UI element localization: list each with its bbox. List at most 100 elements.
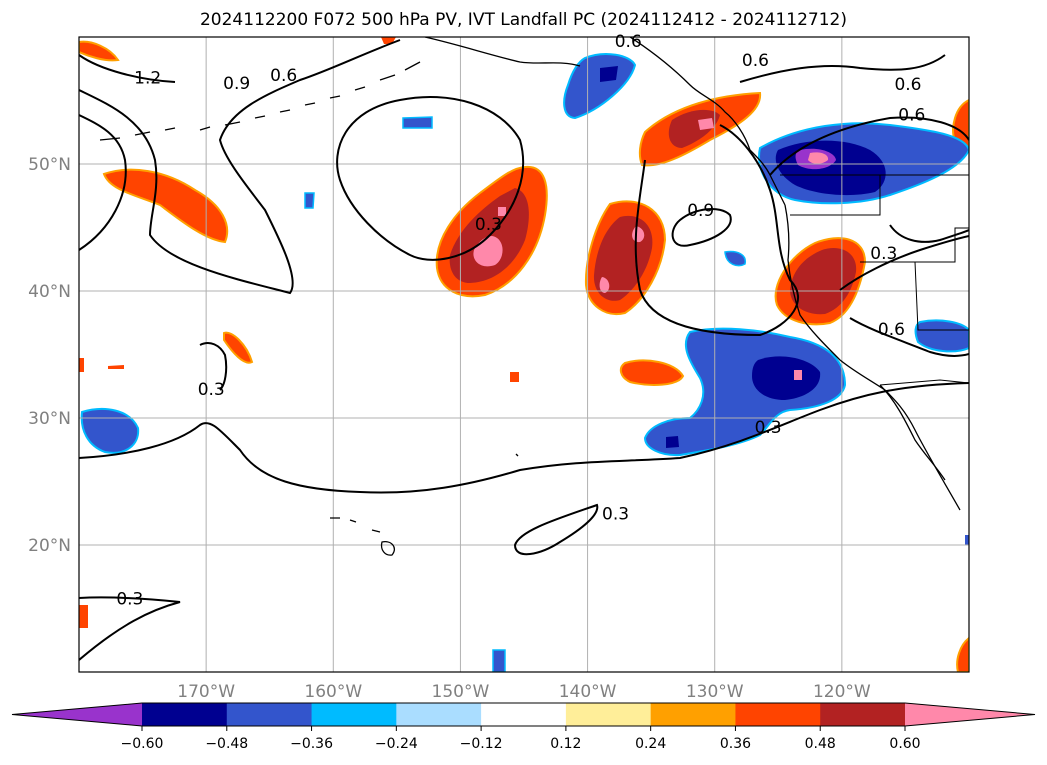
contour-label: 0.9 <box>687 201 714 221</box>
colorbar-swatch <box>142 703 228 726</box>
anomaly-blob <box>808 152 829 164</box>
anomaly-blob <box>563 53 637 120</box>
contour-line <box>889 224 969 243</box>
anomaly-blob <box>666 436 679 448</box>
anomaly-blob <box>752 356 821 400</box>
anomaly-blob <box>79 605 88 628</box>
anomaly-blob <box>724 250 746 267</box>
coastline-aleutians <box>99 61 421 141</box>
anomaly-blob <box>510 372 519 382</box>
anomaly-blob <box>643 327 847 457</box>
lon-tick-label: 160°W <box>304 682 362 702</box>
map-frame <box>78 36 970 673</box>
colorbar-tick-label: −0.36 <box>290 736 333 752</box>
coastline-bc <box>749 149 786 206</box>
anomaly-blob <box>698 118 714 130</box>
colorbar-swatch <box>565 703 652 726</box>
anomaly-blob <box>790 248 857 315</box>
contour-label: 0.6 <box>898 106 925 126</box>
contour-line <box>513 503 599 556</box>
contour-label: 0.6 <box>270 66 297 86</box>
anomaly-blob <box>223 331 254 364</box>
contour-label: 1.2 <box>134 69 161 89</box>
anomaly-blob <box>79 358 84 372</box>
anomaly-blob <box>914 319 969 353</box>
colorbar-tick-label: 0.24 <box>635 736 666 752</box>
contour-label: 0.3 <box>755 418 782 438</box>
hawaii-islands <box>330 517 396 556</box>
coastline-baja <box>879 384 946 481</box>
anomaly-blob <box>794 370 802 380</box>
colorbar-tick-label: 0.12 <box>550 736 581 752</box>
contour-label: 0.3 <box>870 244 897 264</box>
contour-line <box>739 54 946 83</box>
contour-labels: 1.2 0.9 0.6 0.6 0.6 0.6 0.6 0.3 0.9 0.3 0.6 0.3 0.3 0… <box>116 32 925 610</box>
lon-tick-label: 120°W <box>813 682 871 702</box>
anomaly-blob <box>619 359 685 386</box>
state-border <box>790 175 881 216</box>
anomaly-blob <box>102 168 229 244</box>
contour-label: 0.6 <box>878 320 905 340</box>
contour-line <box>849 317 969 357</box>
lon-tick-label: 140°W <box>559 682 617 702</box>
anomaly-blob <box>599 277 610 293</box>
contour-line <box>79 596 181 661</box>
contour-label: 0.6 <box>894 75 921 95</box>
coastline-west-coast <box>784 204 961 511</box>
anomaly-blob <box>402 116 433 129</box>
anomaly-blob <box>108 365 124 369</box>
contour-label: 0.3 <box>602 504 629 524</box>
anomaly-blob <box>492 649 506 672</box>
state-border <box>914 261 969 331</box>
contour-line <box>634 124 800 337</box>
contour-label: 0.3 <box>116 589 143 609</box>
state-border <box>860 227 969 263</box>
contour-line <box>839 235 969 291</box>
anomaly-blob <box>965 535 969 545</box>
lon-tick-label: 130°W <box>686 682 744 702</box>
contour-label: 0.6 <box>742 51 769 71</box>
contour-line <box>336 96 525 261</box>
colorbar-tick-label: −0.60 <box>121 736 164 752</box>
contour-line <box>79 382 969 494</box>
colorbar-swatch <box>481 703 567 726</box>
colorbar-extend-low <box>12 703 142 726</box>
lat-tick-label: 50°N <box>28 155 71 175</box>
lat-tick-label: 30°N <box>28 409 71 429</box>
colorbar-tick-label: −0.12 <box>460 736 503 752</box>
contour-line <box>671 208 732 247</box>
contour-line <box>199 342 228 391</box>
coastlines <box>99 37 961 556</box>
contour-line <box>79 39 401 295</box>
ivt-contours <box>79 39 969 661</box>
colorbar-swatch <box>820 703 906 726</box>
anomaly-blob <box>304 192 315 209</box>
colorbar-swatch <box>311 703 397 726</box>
lon-tick-label: 150°W <box>432 682 490 702</box>
colorbar-tick-label: 0.60 <box>889 736 920 752</box>
colorbar-swatch <box>735 703 821 726</box>
anomaly-blob <box>80 408 140 454</box>
colorbar-swatch <box>396 703 482 726</box>
contour-label: 0.3 <box>198 380 225 400</box>
colorbar-tick-label: 0.48 <box>805 736 836 752</box>
anomaly-blob <box>498 207 506 216</box>
colorbar-tick-label: −0.24 <box>375 736 418 752</box>
anomaly-blob <box>956 636 969 672</box>
coastline-alaska-panhandle <box>629 37 751 151</box>
contour-label: 0.3 <box>475 215 502 235</box>
contour-line <box>79 54 176 83</box>
anomaly-blob <box>600 66 618 82</box>
colorbar-swatch <box>650 703 736 726</box>
figure-title: 2024112200 F072 500 hPa PV, IVT Landfall… <box>199 10 847 30</box>
contour-label: 0.9 <box>223 74 250 94</box>
axis-ticks: 50°N 40°N 30°N 20°N 170°W 160°W 150°W 140°W 130°… <box>28 155 871 702</box>
lat-tick-label: 40°N <box>28 282 71 302</box>
coastline-alaska-peninsula <box>424 37 581 67</box>
colorbar-swatch <box>226 703 313 726</box>
contour-label: 0.6 <box>615 32 642 52</box>
colorbar-extend-high <box>905 703 1035 726</box>
small-island <box>515 453 519 457</box>
contour-line <box>769 116 969 176</box>
